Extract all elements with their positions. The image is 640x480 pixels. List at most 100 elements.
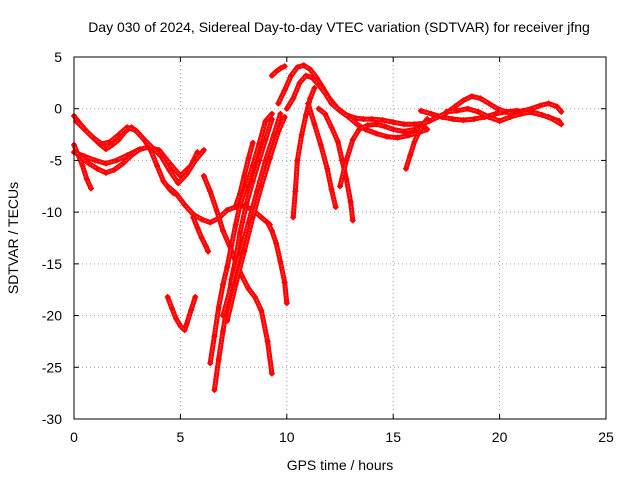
data-point	[302, 111, 309, 118]
data-point	[332, 203, 339, 210]
y-tick-label: -15	[42, 256, 62, 272]
data-point	[236, 190, 243, 197]
x-axis-label: GPS time / hours	[287, 457, 394, 473]
data-point	[205, 248, 212, 255]
data-point	[119, 160, 126, 167]
data-point	[494, 105, 501, 112]
data-point	[273, 68, 280, 75]
data-point	[354, 121, 361, 128]
data-point	[411, 126, 418, 133]
data-point	[211, 333, 218, 340]
data-point	[183, 170, 190, 177]
data-point	[262, 136, 269, 143]
data-point	[390, 119, 397, 126]
data-point	[485, 100, 492, 107]
data-point	[343, 157, 350, 164]
data-point	[411, 138, 418, 145]
data-point	[315, 81, 322, 88]
data-point	[192, 157, 199, 164]
data-point	[175, 180, 182, 187]
data-point	[77, 153, 84, 160]
data-point	[460, 117, 467, 124]
series-trace	[305, 101, 339, 210]
data-point	[168, 305, 175, 312]
series-arc-5	[77, 146, 143, 176]
data-point	[309, 74, 316, 81]
data-point	[307, 66, 314, 73]
data-point	[277, 65, 284, 72]
data-point	[407, 152, 414, 159]
data-point	[281, 87, 288, 94]
data-point	[268, 227, 275, 234]
data-point	[537, 102, 544, 109]
axis-ticks: 0 5 10 15 20 25 -30 -25 -20 -15 -10 -5 0 5	[42, 49, 614, 445]
data-point	[232, 202, 239, 209]
data-point	[464, 105, 471, 112]
y-tick-label: 5	[54, 49, 62, 65]
series-trace-texture	[286, 75, 428, 139]
data-point	[275, 128, 282, 135]
data-point	[258, 307, 265, 314]
data-point	[194, 224, 201, 231]
data-point	[268, 110, 275, 117]
data-point	[153, 162, 160, 169]
data-point	[215, 304, 222, 311]
data-point	[245, 155, 252, 162]
data-point	[200, 172, 207, 179]
data-point	[328, 186, 335, 193]
data-point	[475, 108, 482, 115]
data-point	[207, 360, 214, 367]
data-point	[275, 100, 282, 107]
data-point	[149, 145, 156, 152]
data-point	[290, 214, 297, 221]
data-point	[224, 207, 231, 214]
data-point	[228, 242, 235, 249]
data-point	[258, 183, 265, 190]
data-point	[236, 229, 243, 236]
data-point	[181, 201, 188, 208]
series-trace	[211, 116, 275, 393]
data-point	[113, 157, 120, 164]
data-point	[517, 110, 524, 117]
data-point	[381, 123, 388, 130]
series-arc-6	[164, 293, 199, 334]
data-point	[311, 85, 318, 92]
data-point	[158, 153, 165, 160]
data-point	[539, 111, 546, 118]
series-trace-texture	[307, 103, 337, 208]
data-point	[183, 320, 190, 327]
data-point	[558, 108, 565, 115]
data-point	[292, 188, 299, 195]
data-point	[132, 127, 139, 134]
data-point	[268, 72, 275, 79]
data-point	[549, 116, 556, 123]
data-point	[188, 307, 195, 314]
data-point	[268, 116, 275, 123]
plot-frame	[73, 56, 607, 420]
data-point	[258, 214, 265, 221]
data-point	[249, 162, 256, 169]
series-arc-8	[190, 214, 212, 255]
data-point	[368, 116, 375, 123]
data-point	[545, 100, 552, 107]
data-point	[294, 157, 301, 164]
data-point	[219, 312, 226, 319]
series-trace	[269, 63, 288, 79]
data-point	[311, 121, 318, 128]
data-point	[128, 152, 135, 159]
data-point	[213, 207, 220, 214]
data-point	[107, 138, 114, 145]
data-point	[322, 90, 329, 97]
data-point	[443, 108, 450, 115]
data-point	[141, 136, 148, 143]
data-point	[102, 146, 109, 153]
data-point	[402, 165, 409, 172]
data-point	[215, 356, 222, 363]
data-point	[190, 214, 197, 221]
data-point	[256, 157, 263, 164]
data-point	[268, 370, 275, 377]
data-point	[528, 108, 535, 115]
data-point	[307, 95, 314, 102]
data-point	[283, 105, 290, 112]
